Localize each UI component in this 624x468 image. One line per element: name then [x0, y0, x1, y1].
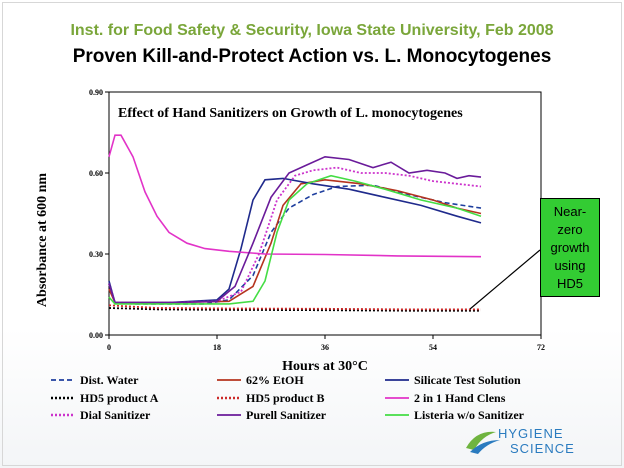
legend-item: 62% EtOH: [216, 372, 304, 388]
x-tick-label: 54: [429, 343, 437, 352]
logo-swoosh-icon: [466, 431, 500, 454]
slide-title: Proven Kill-and-Protect Action vs. L. Mo…: [72, 46, 552, 67]
legend-label: Silicate Test Solution: [414, 372, 521, 387]
series-line-hd5-product-b: [108, 304, 481, 311]
legend-item: HD5 product A: [50, 390, 158, 406]
x-tick-label: 36: [321, 343, 329, 352]
x-tick-label: 72: [537, 343, 545, 352]
y-tick-label: 0.30: [89, 250, 103, 259]
y-tick-label: 0.90: [89, 88, 103, 97]
chart-title: Effect of Hand Sanitizers on Growth of L…: [118, 106, 463, 121]
series-line-hd5-product-a: [108, 307, 481, 312]
plot-area: [108, 91, 542, 336]
legend-swatch: [385, 379, 409, 381]
legend-swatch: [385, 397, 409, 399]
x-tick-label: 18: [213, 343, 221, 352]
callout-pointer: [469, 249, 541, 310]
legend-swatch: [217, 414, 241, 416]
legend-label: 62% EtOH: [246, 372, 304, 387]
legend-swatch: [51, 413, 75, 417]
legend-item: Dist. Water: [50, 372, 138, 388]
legend-item: Silicate Test Solution: [384, 372, 521, 388]
legend-label: Purell Sanitizer: [246, 407, 327, 422]
y-tick-label: 0.60: [89, 169, 103, 178]
near-zero-growth-callout: Near-zero growth using HD5: [540, 198, 600, 297]
y-axis-label: Absorbance at 600 nm: [35, 173, 50, 308]
legend-label: HD5 product B: [246, 390, 325, 405]
legend-label: Listeria w/o Sanitizer: [414, 407, 524, 422]
x-tick-label: 0: [107, 343, 111, 352]
legend-swatch: [51, 379, 75, 381]
legend-label: 2 in 1 Hand Clens: [414, 390, 506, 405]
legend-item: 2 in 1 Hand Clens: [384, 390, 505, 406]
x-axis-label: Hours at 30°C: [282, 359, 368, 374]
legend-swatch: [51, 396, 75, 400]
series-line-listeria-w-o-sanitizer: [108, 174, 482, 305]
logo-line2: SCIENCE: [510, 441, 575, 456]
legend-item: Listeria w/o Sanitizer: [384, 407, 524, 423]
legend-label: Dial Sanitizer: [80, 407, 151, 422]
y-tick-label: 0.00: [89, 331, 103, 340]
legend-item: Dial Sanitizer: [50, 407, 150, 423]
series-line-purell-sanitizer: [108, 155, 482, 304]
series-line-2-in-1-hand-clens: [108, 134, 482, 258]
legend-swatch: [217, 396, 241, 400]
legend-item: HD5 product B: [216, 390, 324, 406]
legend-label: HD5 product A: [80, 390, 159, 405]
hygiene-science-logo: HYGIENE SCIENCE: [462, 424, 612, 460]
slide-subtitle: Inst. for Food Safety & Security, Iowa S…: [70, 22, 554, 39]
legend-label: Dist. Water: [80, 372, 139, 387]
callout-text: Near-zero growth using HD5: [550, 203, 590, 291]
logo-line1: HYGIENE: [498, 426, 564, 441]
legend-item: Purell Sanitizer: [216, 407, 326, 423]
legend-swatch: [385, 414, 409, 416]
legend-swatch: [217, 379, 241, 381]
